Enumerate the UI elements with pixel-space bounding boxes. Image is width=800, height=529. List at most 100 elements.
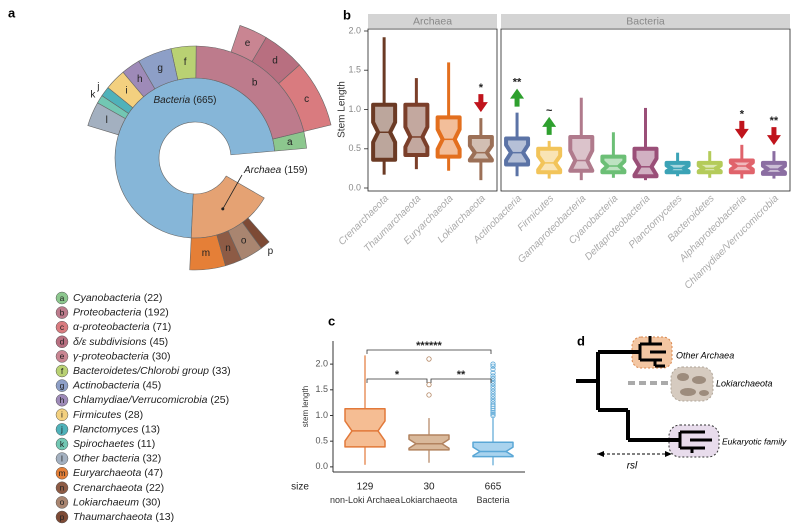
y-tick-label: 1.0 — [315, 410, 328, 420]
group-label: Archaea (159) — [243, 165, 308, 176]
outlier — [490, 388, 496, 394]
outlier — [490, 366, 496, 372]
signif-label: ** — [513, 77, 522, 89]
diagram: Other Archaea Lokiarchaeota Eukaryotic f… — [576, 336, 787, 472]
legend-letter: p — [60, 512, 65, 522]
segment-letter: g — [157, 63, 163, 74]
clade-box — [670, 366, 714, 402]
signif-arrow — [510, 88, 525, 107]
blob — [680, 388, 696, 396]
segment-letter: k — [90, 90, 96, 101]
outlier — [490, 373, 496, 379]
legend-swatch — [55, 364, 69, 378]
legend-count: (13) — [155, 511, 174, 523]
legend-name: γ-proteobacteria — [73, 350, 149, 362]
outlier — [490, 412, 496, 419]
segment-letter: h — [137, 74, 143, 85]
y-tick-label: 0.0 — [348, 182, 361, 192]
signif-label: ** — [770, 115, 779, 127]
box — [472, 441, 514, 458]
facet-strip — [501, 14, 790, 28]
signif-label: * — [479, 82, 484, 94]
box — [467, 134, 494, 163]
outlier — [490, 361, 496, 367]
facet-frame — [500, 28, 791, 192]
legend-label: Crenarchaeota (22) — [73, 482, 164, 494]
legend-swatch — [55, 437, 69, 451]
signif-arrow — [734, 120, 749, 139]
box — [435, 115, 462, 159]
legend-count: (32) — [143, 452, 162, 464]
legend-count: (25) — [210, 394, 229, 406]
outlier — [490, 411, 496, 417]
box — [664, 160, 691, 175]
segment-letter: b — [252, 77, 258, 88]
legend-count: (22) — [145, 482, 164, 494]
segment-letter: o — [241, 235, 247, 246]
legend-swatch — [55, 496, 69, 509]
legend-label: α-proteobacteria (71) — [73, 321, 171, 333]
segment-letter: l — [106, 115, 108, 126]
segment-letter: d — [272, 55, 278, 66]
x-tick-label: Bacteria — [476, 495, 510, 505]
legend-swatch — [55, 320, 69, 334]
outlier — [426, 392, 432, 398]
facet-frame — [367, 28, 498, 192]
box — [600, 154, 627, 175]
signif-arrow — [542, 116, 557, 135]
legend-letter: b — [60, 307, 65, 317]
box — [696, 160, 723, 175]
legend-swatch — [55, 466, 69, 480]
blob — [677, 373, 689, 381]
segment-letter: p — [268, 246, 274, 257]
outlier — [426, 382, 432, 388]
legend-name: α-proteobacteria — [73, 321, 150, 333]
legend-swatch — [55, 510, 69, 524]
legend-count: (13) — [141, 423, 160, 435]
legend-count: (11) — [137, 438, 155, 450]
legend-count: (47) — [144, 467, 163, 479]
size-value: 129 — [357, 482, 374, 493]
legend-label: Actinobacteria (45) — [72, 379, 161, 391]
legend-swatch — [55, 335, 69, 349]
legend-label: Other bacteria (32) — [73, 452, 161, 464]
segment-letter: e — [245, 38, 251, 49]
legend-name: Other bacteria — [73, 452, 140, 464]
box — [760, 160, 787, 176]
outlier — [490, 393, 496, 400]
legend-name: δ/ε subdivisions — [73, 336, 147, 348]
group-value: (665) — [193, 95, 216, 106]
legend-swatch — [55, 350, 69, 363]
legend-count: (45) — [143, 379, 162, 391]
segment-letter: j — [96, 81, 99, 92]
legend-name: Firmicutes — [73, 409, 122, 421]
legend-label: Lokiarchaeum (30) — [73, 496, 161, 508]
group-value: (159) — [284, 165, 307, 176]
outlier — [490, 386, 496, 392]
segment-letter: m — [202, 248, 210, 259]
legend-label: Spirochaetes (11) — [73, 438, 155, 450]
box — [632, 146, 659, 179]
legend-name: Lokiarchaeum — [73, 496, 139, 508]
legend-letter: k — [60, 439, 65, 449]
box — [536, 146, 563, 175]
facet-title: Bacteria — [626, 15, 665, 27]
outlier — [490, 399, 496, 405]
legend-name: Chlamydiae/Verrucomicrobia — [73, 394, 208, 406]
label-pointer-dot — [221, 207, 225, 211]
legend-swatch — [55, 423, 69, 436]
node-label: Lokiarchaeota — [716, 378, 773, 388]
comparison-bracket — [366, 349, 492, 354]
y-tick-label: 0.5 — [348, 143, 361, 153]
legend-letter: e — [60, 351, 65, 361]
legend-count: (192) — [144, 306, 169, 318]
panel-label: c — [328, 313, 335, 328]
edge-label: rsl — [627, 461, 638, 472]
group-name: Archaea — [243, 165, 282, 176]
x-tick-label: Thaumarchaeota — [362, 193, 424, 255]
comparison-label: ** — [457, 369, 466, 381]
size-value: 30 — [423, 482, 435, 493]
legend-swatch — [55, 452, 69, 465]
panel-label: d — [577, 333, 585, 348]
